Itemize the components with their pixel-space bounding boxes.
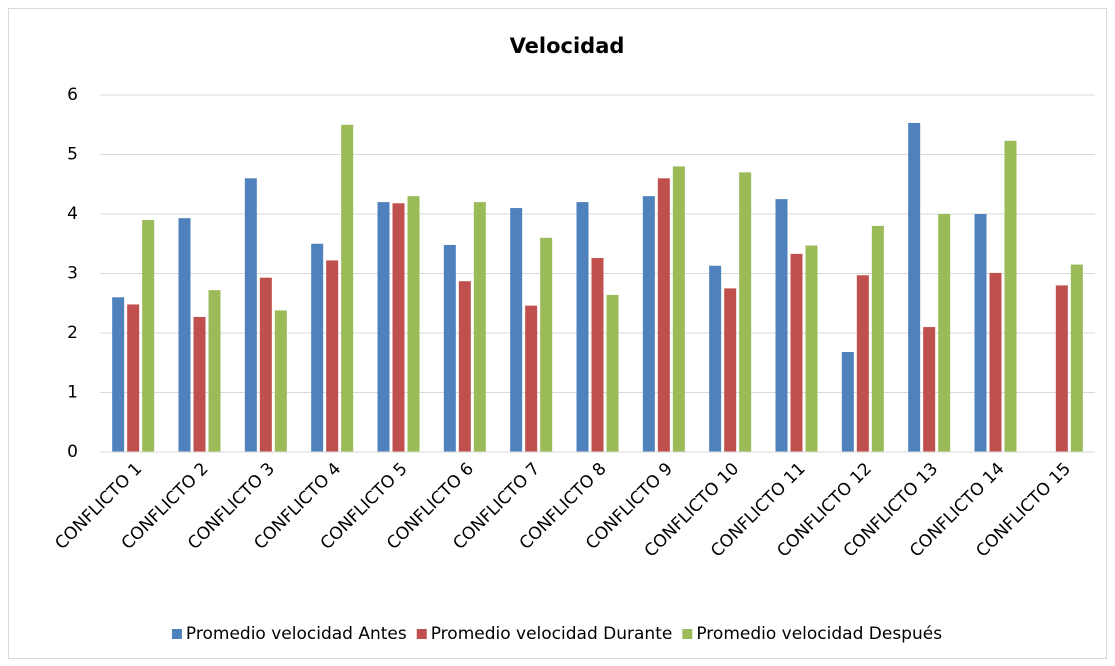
bar	[657, 178, 670, 453]
bar	[576, 202, 589, 452]
bar	[724, 288, 737, 452]
bar	[326, 260, 339, 452]
bar	[377, 202, 390, 452]
bar	[1055, 285, 1068, 452]
bar	[259, 277, 272, 452]
bar	[540, 237, 553, 452]
bar	[642, 196, 655, 452]
bar	[458, 281, 471, 452]
bar	[244, 178, 257, 453]
bar	[443, 244, 456, 452]
bar	[841, 352, 854, 452]
bar	[525, 305, 538, 452]
bar	[709, 265, 722, 452]
y-tick-label: 5	[67, 145, 78, 165]
bar	[193, 316, 206, 452]
bar	[672, 166, 685, 452]
bar	[274, 310, 287, 452]
bar	[871, 225, 884, 452]
bar	[989, 272, 1002, 452]
bar	[739, 172, 752, 452]
y-tick-label: 6	[67, 85, 78, 105]
legend-label: Promedio velocidad Antes	[186, 624, 407, 644]
bar	[606, 294, 619, 452]
bar	[510, 208, 523, 452]
bar	[127, 304, 140, 452]
bar	[311, 243, 324, 452]
legend-swatch	[682, 629, 693, 639]
bar	[392, 203, 405, 452]
bar	[856, 275, 869, 452]
y-tick-label: 0	[67, 442, 78, 462]
bar	[208, 290, 221, 452]
bar	[1070, 264, 1083, 452]
bar	[805, 245, 818, 452]
bar	[923, 327, 936, 452]
legend-swatch	[416, 629, 427, 639]
chart-title: Velocidad	[510, 34, 625, 58]
y-tick-label: 1	[67, 383, 78, 403]
bar	[790, 253, 803, 452]
y-tick-label: 4	[67, 204, 78, 224]
bar	[112, 297, 125, 452]
legend-label: Promedio velocidad Durante	[431, 624, 673, 644]
bar	[908, 122, 921, 452]
bar	[591, 258, 604, 452]
y-tick-label: 2	[67, 323, 78, 343]
bar	[775, 199, 788, 452]
bar	[178, 218, 191, 452]
legend-swatch	[171, 629, 182, 639]
bar	[407, 196, 420, 452]
bar	[473, 202, 486, 452]
bar	[1004, 140, 1017, 452]
bar	[341, 124, 354, 452]
y-tick-label: 3	[67, 264, 78, 284]
bar	[142, 219, 155, 452]
legend-label: Promedio velocidad Después	[696, 624, 942, 644]
bar	[974, 214, 987, 452]
bar	[938, 214, 951, 452]
